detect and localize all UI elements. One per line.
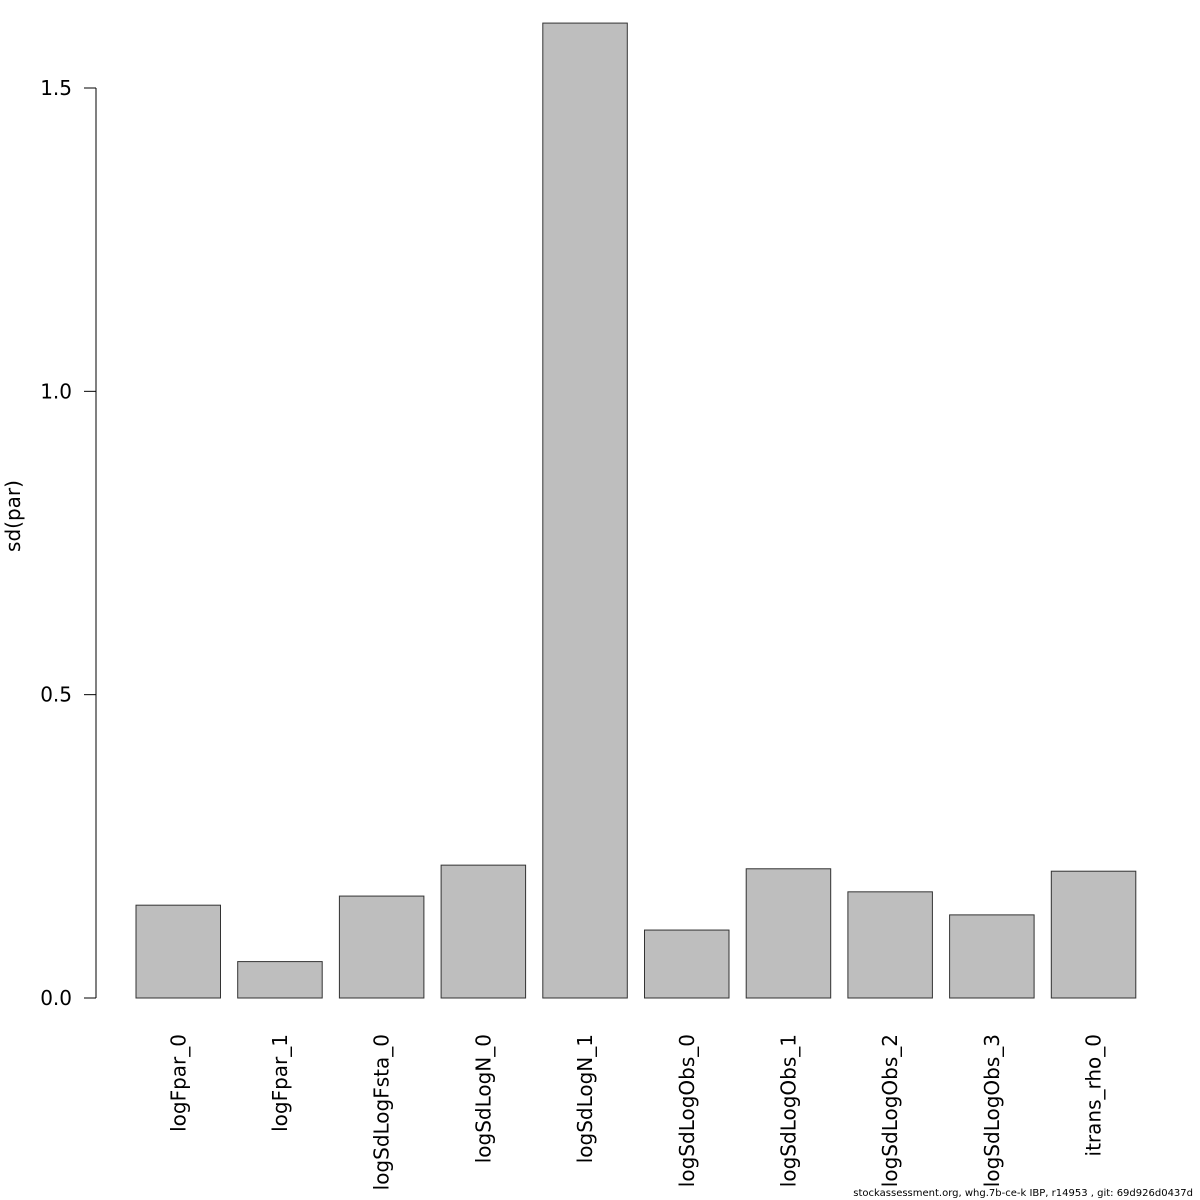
- bar-logFpar_1: [237, 961, 323, 999]
- bar-logSdLogObs_0: [644, 929, 730, 999]
- x-tick-label: itrans_rho_0: [1082, 1034, 1106, 1156]
- bars: [135, 22, 1137, 999]
- x-tick-label: logSdLogN_0: [471, 1034, 495, 1163]
- bar-logSdLogN_0: [440, 864, 527, 999]
- y-tick-label: 1.0: [40, 379, 72, 403]
- x-tick-label: logSdLogObs_1: [776, 1034, 800, 1187]
- y-axis-title: sd(par): [1, 480, 25, 552]
- x-tick-label: logSdLogObs_2: [878, 1034, 902, 1187]
- x-axis-labels: logFpar_0 logFpar_1 logSdLogFsta_0 logSdLog…: [166, 1034, 1105, 1190]
- x-tick-label: logSdLogFsta_0: [370, 1034, 394, 1190]
- x-tick-label: logSdLogObs_3: [980, 1034, 1004, 1187]
- x-tick-label: logFpar_1: [268, 1034, 292, 1132]
- x-tick-label: logSdLogN_1: [573, 1034, 597, 1163]
- footer-caption: stockassessment.org, whg.7b-ce-k IBP, r1…: [853, 1188, 1193, 1199]
- x-tick-label: logFpar_0: [166, 1034, 190, 1132]
- bar-logSdLogObs_1: [745, 868, 832, 999]
- bar-logFpar_0: [135, 904, 221, 999]
- bar-logSdLogObs_2: [847, 891, 933, 999]
- y-tick-label: 0.5: [40, 683, 72, 707]
- bar-itrans_rho_0: [1050, 870, 1137, 999]
- bar-logSdLogFsta_0: [338, 895, 425, 999]
- x-tick-label: logSdLogObs_0: [675, 1034, 699, 1187]
- y-axis: 0.0 0.5 1.0 1.5: [40, 76, 97, 1010]
- y-tick-label: 0.0: [40, 986, 72, 1010]
- bar-logSdLogObs_3: [949, 914, 1035, 999]
- y-tick-label: 1.5: [40, 76, 72, 100]
- bar-logSdLogN_1: [542, 22, 628, 999]
